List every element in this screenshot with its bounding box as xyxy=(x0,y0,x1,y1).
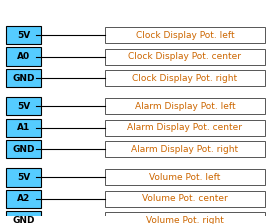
FancyBboxPatch shape xyxy=(6,168,41,187)
FancyBboxPatch shape xyxy=(105,169,265,185)
FancyBboxPatch shape xyxy=(6,97,41,115)
FancyBboxPatch shape xyxy=(105,70,265,86)
FancyBboxPatch shape xyxy=(6,69,41,87)
FancyBboxPatch shape xyxy=(6,26,41,44)
FancyBboxPatch shape xyxy=(105,141,265,157)
Text: 5V: 5V xyxy=(17,102,30,111)
Text: Volume Pot. left: Volume Pot. left xyxy=(149,173,221,182)
FancyBboxPatch shape xyxy=(6,211,41,224)
FancyBboxPatch shape xyxy=(105,27,265,43)
Text: 5V: 5V xyxy=(17,30,30,40)
Text: Alarm Display Pot. center: Alarm Display Pot. center xyxy=(128,123,242,132)
Text: Volume Pot. right: Volume Pot. right xyxy=(146,216,224,224)
FancyBboxPatch shape xyxy=(6,190,41,208)
Text: A1: A1 xyxy=(17,123,30,132)
FancyBboxPatch shape xyxy=(105,191,265,207)
Text: Clock Display Pot. center: Clock Display Pot. center xyxy=(128,52,242,61)
FancyBboxPatch shape xyxy=(6,118,41,137)
FancyBboxPatch shape xyxy=(105,120,265,136)
Text: Alarm Display Pot. right: Alarm Display Pot. right xyxy=(131,145,238,154)
Text: GND: GND xyxy=(12,216,35,224)
FancyBboxPatch shape xyxy=(105,49,265,65)
FancyBboxPatch shape xyxy=(6,47,41,66)
Text: GND: GND xyxy=(12,145,35,154)
Text: Volume Pot. center: Volume Pot. center xyxy=(142,194,228,203)
FancyBboxPatch shape xyxy=(6,140,41,159)
Text: 5V: 5V xyxy=(17,173,30,182)
FancyBboxPatch shape xyxy=(105,212,265,224)
Text: GND: GND xyxy=(12,74,35,83)
Text: A2: A2 xyxy=(17,194,30,203)
Text: Clock Display Pot. right: Clock Display Pot. right xyxy=(132,74,237,83)
Text: Clock Display Pot. left: Clock Display Pot. left xyxy=(136,30,234,40)
Text: A0: A0 xyxy=(17,52,30,61)
FancyBboxPatch shape xyxy=(105,98,265,114)
Text: Alarm Display Pot. left: Alarm Display Pot. left xyxy=(135,102,235,111)
